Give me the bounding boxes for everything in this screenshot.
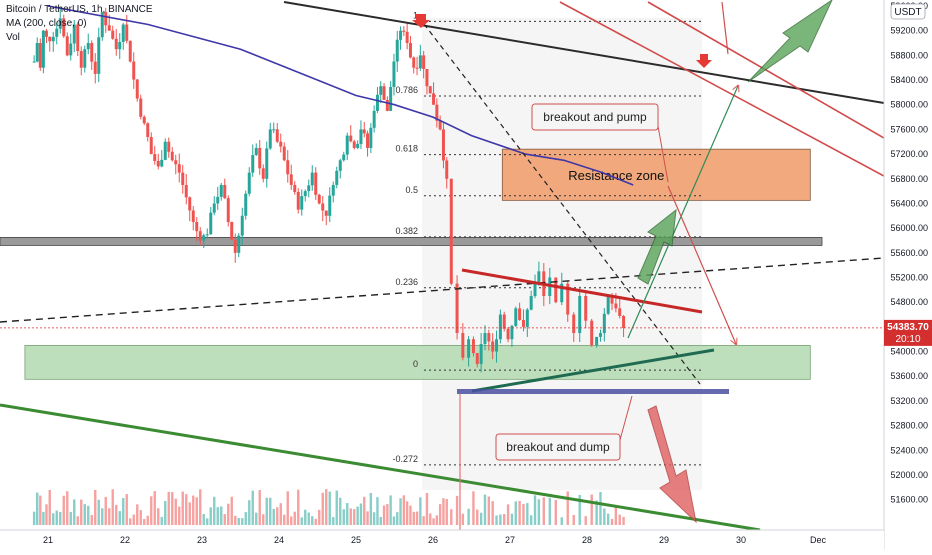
date-tick-label: 30 xyxy=(736,535,746,545)
callout-pump-pointer xyxy=(657,125,669,183)
price-tick-label: 56400.00 xyxy=(890,198,928,208)
price-tick-label: 53600.00 xyxy=(890,371,928,381)
long-dashed-trendline xyxy=(0,257,884,323)
date-tick-label: 28 xyxy=(582,535,592,545)
price-tick-label: 58400.00 xyxy=(890,75,928,85)
callout-dump-pointer xyxy=(619,395,633,441)
fib-level-label: 0.236 xyxy=(395,277,418,287)
price-tick-label: 55600.00 xyxy=(890,248,928,258)
fib-level-label: 0.382 xyxy=(395,226,418,236)
date-tick-label: 21 xyxy=(43,535,53,545)
callout-breakout-pump[interactable]: breakout and pump xyxy=(531,103,659,131)
date-tick-label: 27 xyxy=(505,535,515,545)
price-tick-label: 59200.00 xyxy=(890,26,928,36)
date-tick-label: 25 xyxy=(351,535,361,545)
currency-badge-text: USDT xyxy=(894,7,921,18)
price-tick-label: 58800.00 xyxy=(890,50,928,60)
price-tick-label: 57600.00 xyxy=(890,124,928,134)
resistance-zone xyxy=(501,148,811,201)
price-tick-label: 54800.00 xyxy=(890,297,928,307)
descending-trendline xyxy=(283,1,884,104)
big-red-down-arrow xyxy=(647,405,697,524)
red-flag-marker-2 xyxy=(696,54,712,68)
fib-level-label: 1 xyxy=(413,10,418,20)
volume-bars xyxy=(32,489,625,525)
price-tick-label: 56800.00 xyxy=(890,174,928,184)
ma-200-line xyxy=(47,5,634,186)
support-zone xyxy=(24,344,811,380)
date-tick-label: 26 xyxy=(428,535,438,545)
upper-red-thin-arrow xyxy=(721,1,729,55)
resistance-zone-label: Resistance zone xyxy=(568,168,664,183)
price-tick-label: 51600.00 xyxy=(890,495,928,505)
price-tick-label: 53200.00 xyxy=(890,396,928,406)
fib-level-label: 0 xyxy=(413,359,418,369)
callout-pump-text: breakout and pump xyxy=(543,110,647,124)
symbol-title[interactable]: Bitcoin / TetherUS, 1h, BINANCE xyxy=(6,4,153,15)
red-channel-lower xyxy=(559,1,884,177)
big-green-up-arrow-2 xyxy=(637,208,677,285)
big-green-up-arrow-1 xyxy=(747,0,833,83)
triangle-upper-red xyxy=(461,268,703,314)
ma-indicator-label[interactable]: MA (200, close, 0) xyxy=(6,18,87,29)
price-tick-label: 52800.00 xyxy=(890,421,928,431)
price-axis-bg[interactable] xyxy=(884,0,932,550)
candlesticks xyxy=(32,7,626,373)
bar-countdown: 20:10 xyxy=(895,334,920,345)
date-tick-label: Dec xyxy=(810,535,827,545)
time-axis-bg[interactable] xyxy=(0,530,884,550)
date-tick-label: 24 xyxy=(274,535,284,545)
triangle-lower-green xyxy=(471,348,715,393)
fib-dashed-diagonal xyxy=(423,23,701,385)
fib-level-label: -0.272 xyxy=(392,454,418,464)
callout-dump-text: breakout and dump xyxy=(506,440,610,454)
fib-level-label: 0.786 xyxy=(395,85,418,95)
volume-indicator-label[interactable]: Vol xyxy=(6,32,20,43)
date-tick-label: 29 xyxy=(659,535,669,545)
price-tick-label: 55200.00 xyxy=(890,273,928,283)
red-flag-marker-1 xyxy=(412,14,430,28)
pump-path-arrow xyxy=(627,86,738,339)
price-tick-label: 56000.00 xyxy=(890,223,928,233)
price-tick-label: 54000.00 xyxy=(890,347,928,357)
support-base-bar xyxy=(457,389,729,394)
current-price-value: 54383.70 xyxy=(887,322,929,333)
price-tick-label: 57200.00 xyxy=(890,149,928,159)
fib-level-label: 0.5 xyxy=(405,185,418,195)
gray-support-band xyxy=(0,237,823,246)
currency-badge[interactable]: USDT xyxy=(890,3,926,20)
long-green-support-line xyxy=(0,403,761,530)
fib-level-label: 0.618 xyxy=(395,144,418,154)
callout-breakout-dump[interactable]: breakout and dump xyxy=(495,433,621,461)
price-tick-label: 58000.00 xyxy=(890,100,928,110)
current-price-tag: 54383.70 20:10 xyxy=(0,319,932,346)
price-tick-label: 52000.00 xyxy=(890,470,928,480)
dump-path-arrow xyxy=(667,185,736,344)
date-tick-label: 22 xyxy=(120,535,130,545)
price-tick-label: 52400.00 xyxy=(890,445,928,455)
date-tick-label: 23 xyxy=(197,535,207,545)
